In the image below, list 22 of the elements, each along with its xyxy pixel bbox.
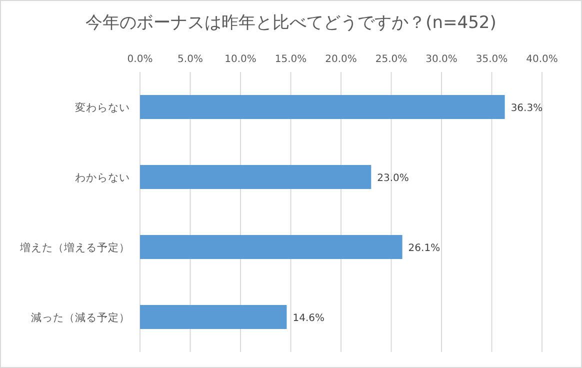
y-tick-label: 変わらない xyxy=(75,101,130,114)
data-label: 36.3% xyxy=(510,103,543,114)
data-label: 14.6% xyxy=(292,313,325,324)
bar xyxy=(140,235,402,259)
x-tick-label: 20.0% xyxy=(325,54,357,65)
bar xyxy=(140,165,372,189)
x-tick-label: 10.0% xyxy=(224,54,256,65)
bar xyxy=(140,305,287,329)
x-tick-label: 0.0% xyxy=(127,54,153,65)
data-label: 23.0% xyxy=(377,173,409,184)
y-tick-label: 減った（減る予定） xyxy=(31,311,130,324)
x-tick-label: 25.0% xyxy=(375,54,408,65)
bar xyxy=(140,95,505,119)
y-tick-label: 増えた（増える予定） xyxy=(19,241,130,254)
y-tick-label: わからない xyxy=(75,172,130,184)
x-tick-label: 40.0% xyxy=(526,54,558,65)
x-tick-label: 35.0% xyxy=(476,54,508,65)
data-label: 26.1% xyxy=(408,243,440,254)
x-tick-label: 15.0% xyxy=(274,54,307,65)
x-tick-label: 30.0% xyxy=(426,54,458,65)
chart-title: 今年のボーナスは昨年と比べてどうですか？(n=452) xyxy=(86,13,496,33)
x-tick-label: 5.0% xyxy=(178,54,203,65)
